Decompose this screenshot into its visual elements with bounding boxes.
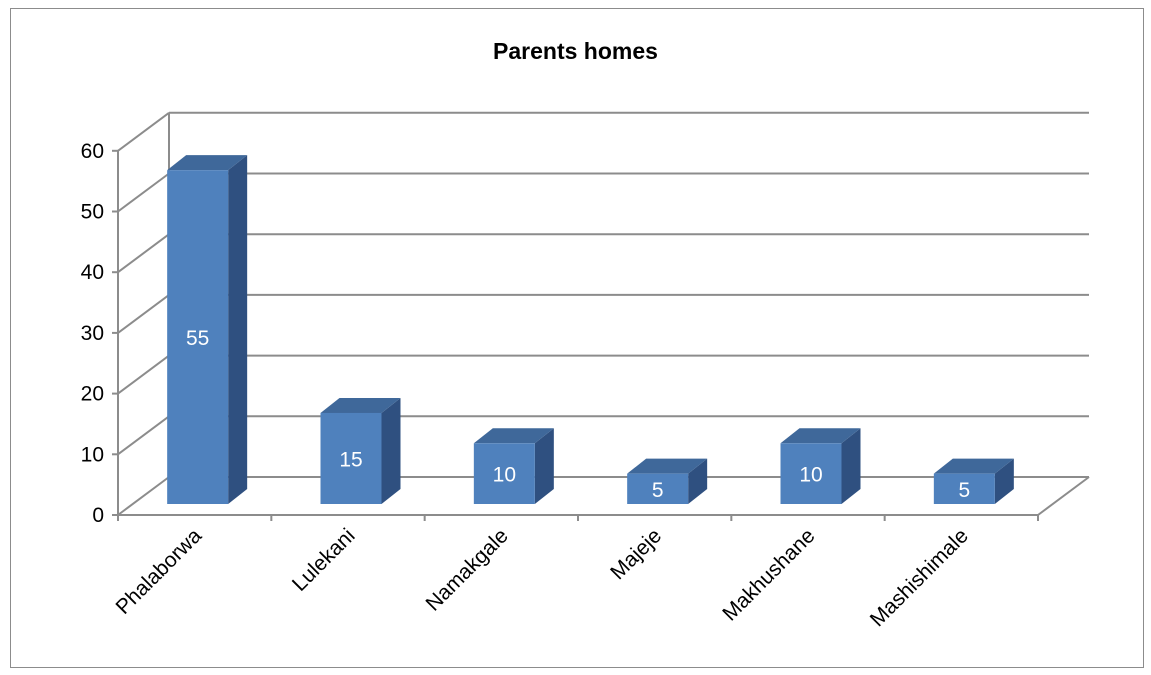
gridline-side — [117, 415, 170, 456]
y-tick-label: 50 — [81, 201, 104, 224]
gridline-side — [117, 172, 170, 213]
bar — [320, 412, 382, 504]
data-label: 15 — [339, 448, 362, 471]
bar — [167, 170, 229, 504]
x-tick-label: Lulekani — [288, 524, 360, 596]
gridline-side — [117, 111, 170, 152]
bar — [473, 443, 535, 504]
y-tick-label: 30 — [81, 322, 104, 345]
x-tick-label: Phalaborwa — [112, 524, 207, 619]
bar — [933, 473, 995, 504]
data-label: 10 — [493, 464, 516, 487]
data-label: 5 — [958, 479, 970, 502]
y-tick-label: 0 — [92, 504, 104, 527]
x-tick-label: Mashishimale — [866, 524, 973, 631]
bar-side — [841, 428, 861, 504]
bar — [627, 473, 689, 504]
y-tick-label: 60 — [81, 140, 104, 163]
y-tick-label: 40 — [81, 261, 104, 284]
data-label: 55 — [186, 327, 209, 350]
x-tick-label: Makhushane — [718, 524, 819, 625]
bar-side — [994, 458, 1014, 504]
bar-top — [167, 155, 248, 171]
y-tick-label: 20 — [81, 383, 104, 406]
data-label: 5 — [652, 479, 664, 502]
bar-side — [228, 155, 248, 504]
data-label: 10 — [799, 464, 822, 487]
y-tick-label: 10 — [81, 443, 104, 466]
gridline-side — [117, 294, 170, 334]
gridline-side — [117, 476, 170, 516]
bar-top — [627, 458, 708, 474]
x-tick-label: Majeje — [606, 524, 666, 584]
x-tick-label: Namakgale — [421, 524, 512, 615]
bar-top — [320, 397, 401, 413]
chart-title: Parents homes — [493, 38, 658, 64]
bar-side — [381, 397, 401, 504]
bar-side — [688, 458, 708, 504]
bar-top — [473, 428, 554, 444]
floor-edge — [1037, 476, 1090, 516]
bar-side — [534, 428, 554, 504]
bar — [780, 443, 842, 504]
bar-top — [780, 428, 861, 444]
gridline-side — [117, 233, 170, 274]
gridline-side — [117, 354, 170, 395]
bar-top — [933, 458, 1014, 474]
